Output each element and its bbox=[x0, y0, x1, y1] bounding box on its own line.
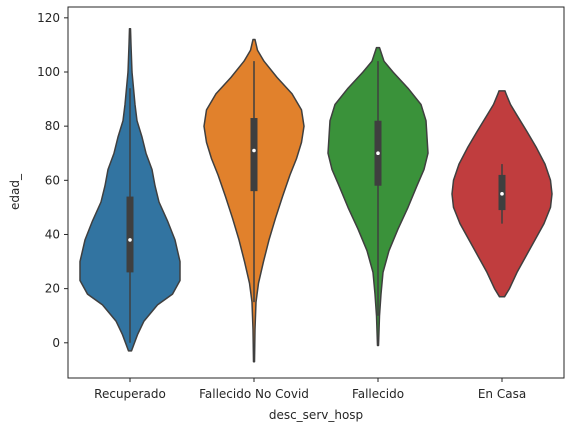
x-tick-label: Fallecido No Covid bbox=[199, 387, 309, 401]
x-tick-label: En Casa bbox=[478, 387, 526, 401]
y-tick-label: 20 bbox=[45, 282, 60, 296]
x-tick-label: Recuperado bbox=[94, 387, 166, 401]
violin-median-dot bbox=[500, 192, 504, 196]
violin-median-dot bbox=[376, 151, 380, 156]
y-axis-ticks: 0 20 40 60 80 100 120 bbox=[37, 11, 68, 350]
x-axis-ticks: Recuperado Fallecido No Covid Fallecido En … bbox=[94, 378, 526, 401]
violin-median-dot bbox=[252, 148, 256, 153]
y-tick-label: 100 bbox=[37, 65, 60, 79]
plot-area bbox=[79, 27, 553, 363]
y-axis-label: edad_ bbox=[8, 173, 22, 210]
y-tick-label: 0 bbox=[52, 336, 60, 350]
violin-median-dot bbox=[128, 238, 132, 242]
x-tick-label: Fallecido bbox=[352, 387, 404, 401]
plot-frame bbox=[67, 6, 565, 379]
violin-iqr-box bbox=[250, 118, 258, 192]
y-tick-label: 80 bbox=[45, 119, 60, 133]
y-tick-label: 60 bbox=[45, 173, 60, 187]
violin-iqr-box bbox=[126, 196, 134, 273]
x-axis-label: desc_serv_hosp bbox=[269, 408, 363, 422]
y-tick-label: 40 bbox=[45, 227, 60, 241]
y-tick-label: 120 bbox=[37, 11, 60, 25]
